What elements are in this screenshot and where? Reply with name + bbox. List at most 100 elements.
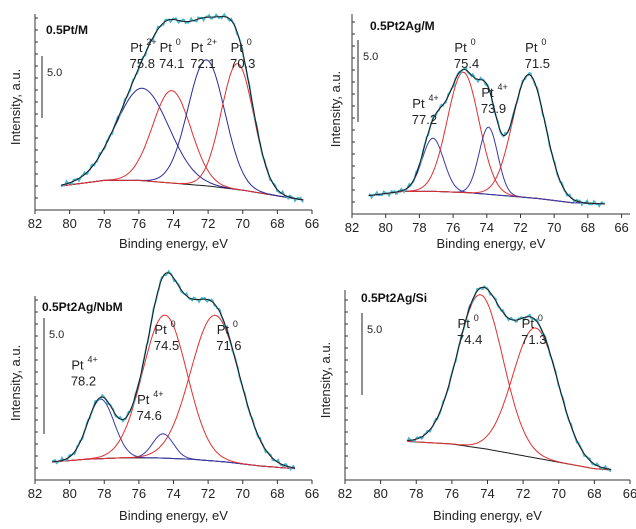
peak-label-charge: 2+ [207,37,217,47]
y-axis-label: Intensity, a.u. [318,342,333,418]
peak-label-species: Pt [154,322,167,337]
x-tick-label: 68 [587,486,601,501]
x-axis-label: Binding energy, eV [119,236,228,251]
peak-label-position: 74.6 [137,408,162,423]
x-tick-label: 80 [62,216,76,231]
peak-label: Pt 4+ 73.9 [481,82,508,116]
peak-label-charge: 2+ [146,37,156,47]
x-tick-label: 82 [345,220,359,235]
peak-label-charge: 4+ [87,354,97,364]
x-tick-label: 82 [338,486,352,501]
peak-label-position: 73.9 [481,101,506,116]
peak-label-species: Pt [458,316,471,331]
peak-label: Pt 4+ 74.6 [137,389,164,423]
scale-bar-label: 5.0 [367,324,382,336]
x-tick-label: 74 [480,486,494,501]
chart-panel-3: 82 80 78 76 74 72 70 68 66 Binding energy, eV Inte… [8,269,319,523]
x-tick-label: 80 [378,220,392,235]
x-tick-label: 72 [201,486,215,501]
panel-title: 0.5Pt2Ag/Si [361,291,427,305]
x-tick-label: 72 [201,216,215,231]
peak-label-species: Pt [412,96,425,111]
peak-label-charge: 0 [541,37,546,47]
peak-label-species: Pt [522,316,535,331]
peak-label-charge: 0 [176,37,181,47]
scale-bar-label: 5.0 [49,329,64,341]
peak-label-charge: 0 [538,313,543,323]
peak-label-species: Pt [160,40,173,55]
peak-label-position: 71.6 [216,338,241,353]
x-tick-label: 80 [373,486,387,501]
peak-label-position: 77.2 [412,112,437,127]
peak-label: Pt 4+ 78.2 [71,354,98,388]
peak-label: Pt 0 75.4 [454,37,479,71]
peak-label: Pt 2+ 72.1 [190,37,217,71]
peak-label-charge: 0 [171,319,176,329]
peak-label: Pt 0 71.3 [521,313,546,347]
peak-label: Pt 4+ 77.2 [412,93,439,127]
peak-label-species: Pt [130,40,143,55]
chart-panel-1: 82 80 78 76 74 72 70 68 66 Binding energy, eV Inte… [8,12,319,251]
x-axis-label: Binding energy, eV [119,508,228,523]
peak-label-charge: 4+ [498,82,508,92]
peak-label: Pt 2+ 75.8 [130,37,157,71]
x-tick-label: 80 [62,486,76,501]
peak-label-species: Pt [71,357,84,372]
x-tick-label: 70 [236,216,250,231]
peak-label-position: 72.1 [190,56,215,71]
x-tick-label: 76 [132,216,146,231]
peak-label-species: Pt [231,40,244,55]
x-tick-label: 76 [132,486,146,501]
peak-label-position: 71.5 [525,56,550,71]
peak-component-2 [52,433,295,470]
chart-panel-2: 82 80 78 76 74 72 70 68 66 Binding energy, eV Inte… [328,14,630,251]
x-tick-label: 78 [412,220,426,235]
x-tick-label: 68 [270,486,284,501]
x-axis-label: Binding energy, eV [437,236,546,251]
peak-label-charge: 4+ [153,389,163,399]
scale-bar-label: 5.0 [47,67,62,79]
peak-label-species: Pt [454,40,467,55]
peak-label-position: 71.3 [521,332,546,347]
peak-label-position: 78.2 [71,373,96,388]
x-tick-label: 82 [28,486,42,501]
peak-label-position: 70.3 [230,56,255,71]
fitted-envelope [368,68,605,205]
x-tick-label: 68 [581,220,595,235]
x-tick-label: 70 [547,220,561,235]
peak-label-species: Pt [525,40,538,55]
peak-component-3 [52,314,295,470]
x-tick-label: 74 [166,216,180,231]
x-tick-label: 66 [614,220,628,235]
peak-label-charge: 4+ [428,93,438,103]
x-axis-label: Binding energy, eV [433,508,542,523]
x-tick-label: 72 [516,486,530,501]
peak-label: Pt 0 70.3 [230,37,255,71]
fitted-envelope [407,286,612,470]
experimental-spectrum [60,12,304,203]
peak-label-position: 75.8 [130,56,155,71]
y-axis-label: Intensity, a.u. [8,69,23,145]
x-tick-label: 66 [305,486,319,501]
peak-label-charge: 0 [474,313,479,323]
x-tick-label: 68 [270,216,284,231]
panel-title: 0.5Pt2Ag/NbM [42,300,123,314]
y-axis-label: Intensity, a.u. [8,345,23,421]
fitted-envelope [52,272,295,469]
x-tick-label: 78 [97,216,111,231]
peak-label: Pt 0 71.5 [525,37,550,71]
scale-bar-label: 5.0 [363,51,378,63]
chart-panel-4: 82 80 78 76 74 72 70 68 66 Binding energy, eV Inte… [318,284,636,523]
peak-label-species: Pt [191,40,204,55]
x-tick-label: 82 [28,216,42,231]
x-tick-label: 74 [480,220,494,235]
peak-label: Pt 0 71.6 [216,319,241,353]
fitted-envelope [60,16,304,201]
peak-label-position: 74.1 [159,56,184,71]
peak-label-position: 74.4 [457,332,482,347]
x-tick-label: 76 [446,220,460,235]
peak-label-position: 75.4 [454,56,479,71]
x-tick-label: 74 [166,486,180,501]
peak-label-charge: 0 [471,37,476,47]
